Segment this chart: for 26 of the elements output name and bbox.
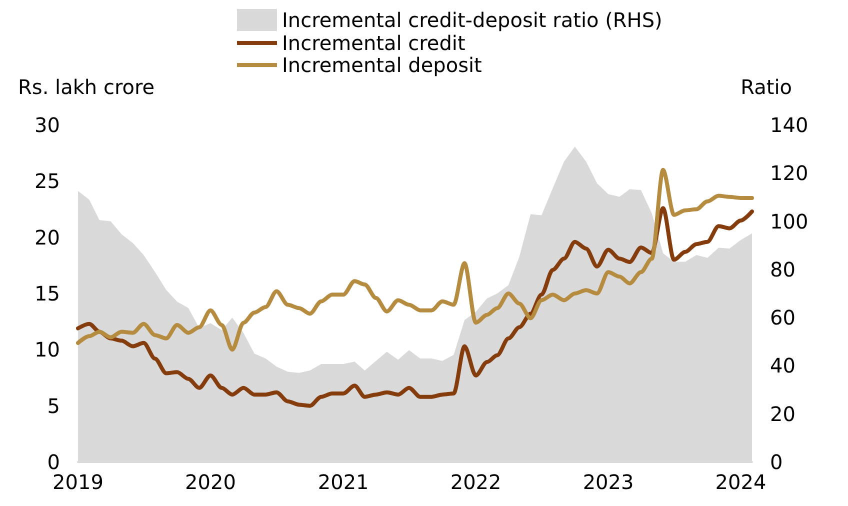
x-tick-label: 2020 bbox=[185, 470, 236, 494]
x-tick-label: 2022 bbox=[450, 470, 502, 494]
y2-tick-label: 80 bbox=[770, 257, 796, 282]
line-series bbox=[76, 168, 754, 352]
y-tick-label: 5 bbox=[47, 394, 60, 418]
y-tick-label: 30 bbox=[34, 113, 60, 137]
y-tick-label: 10 bbox=[34, 338, 60, 362]
y2-tick-label: 120 bbox=[770, 161, 808, 186]
x-tick-label: 2024 bbox=[715, 470, 766, 494]
x-tick-label: 2021 bbox=[318, 470, 369, 494]
line-series bbox=[76, 206, 754, 408]
y2-tick-label: 40 bbox=[770, 354, 796, 378]
x-tick-label: 2023 bbox=[582, 470, 634, 494]
y2-tick-label: 20 bbox=[770, 402, 796, 426]
legend-label: Incremental credit-deposit ratio (RHS) bbox=[282, 8, 662, 32]
y2-axis-title: Ratio bbox=[740, 75, 792, 99]
y-tick-label: 25 bbox=[34, 169, 60, 194]
y2-tick-label: 100 bbox=[770, 209, 808, 234]
y2-tick-label: 140 bbox=[770, 113, 808, 137]
y-tick-label: 20 bbox=[34, 225, 60, 250]
y2-tick-label: 0 bbox=[770, 450, 783, 474]
y-axis-title: Rs. lakh crore bbox=[18, 75, 155, 99]
y2-tick-label: 60 bbox=[770, 306, 796, 330]
legend-label: Incremental credit bbox=[282, 31, 466, 55]
y-tick-label: 15 bbox=[34, 282, 60, 306]
legend-label: Incremental deposit bbox=[282, 53, 482, 77]
